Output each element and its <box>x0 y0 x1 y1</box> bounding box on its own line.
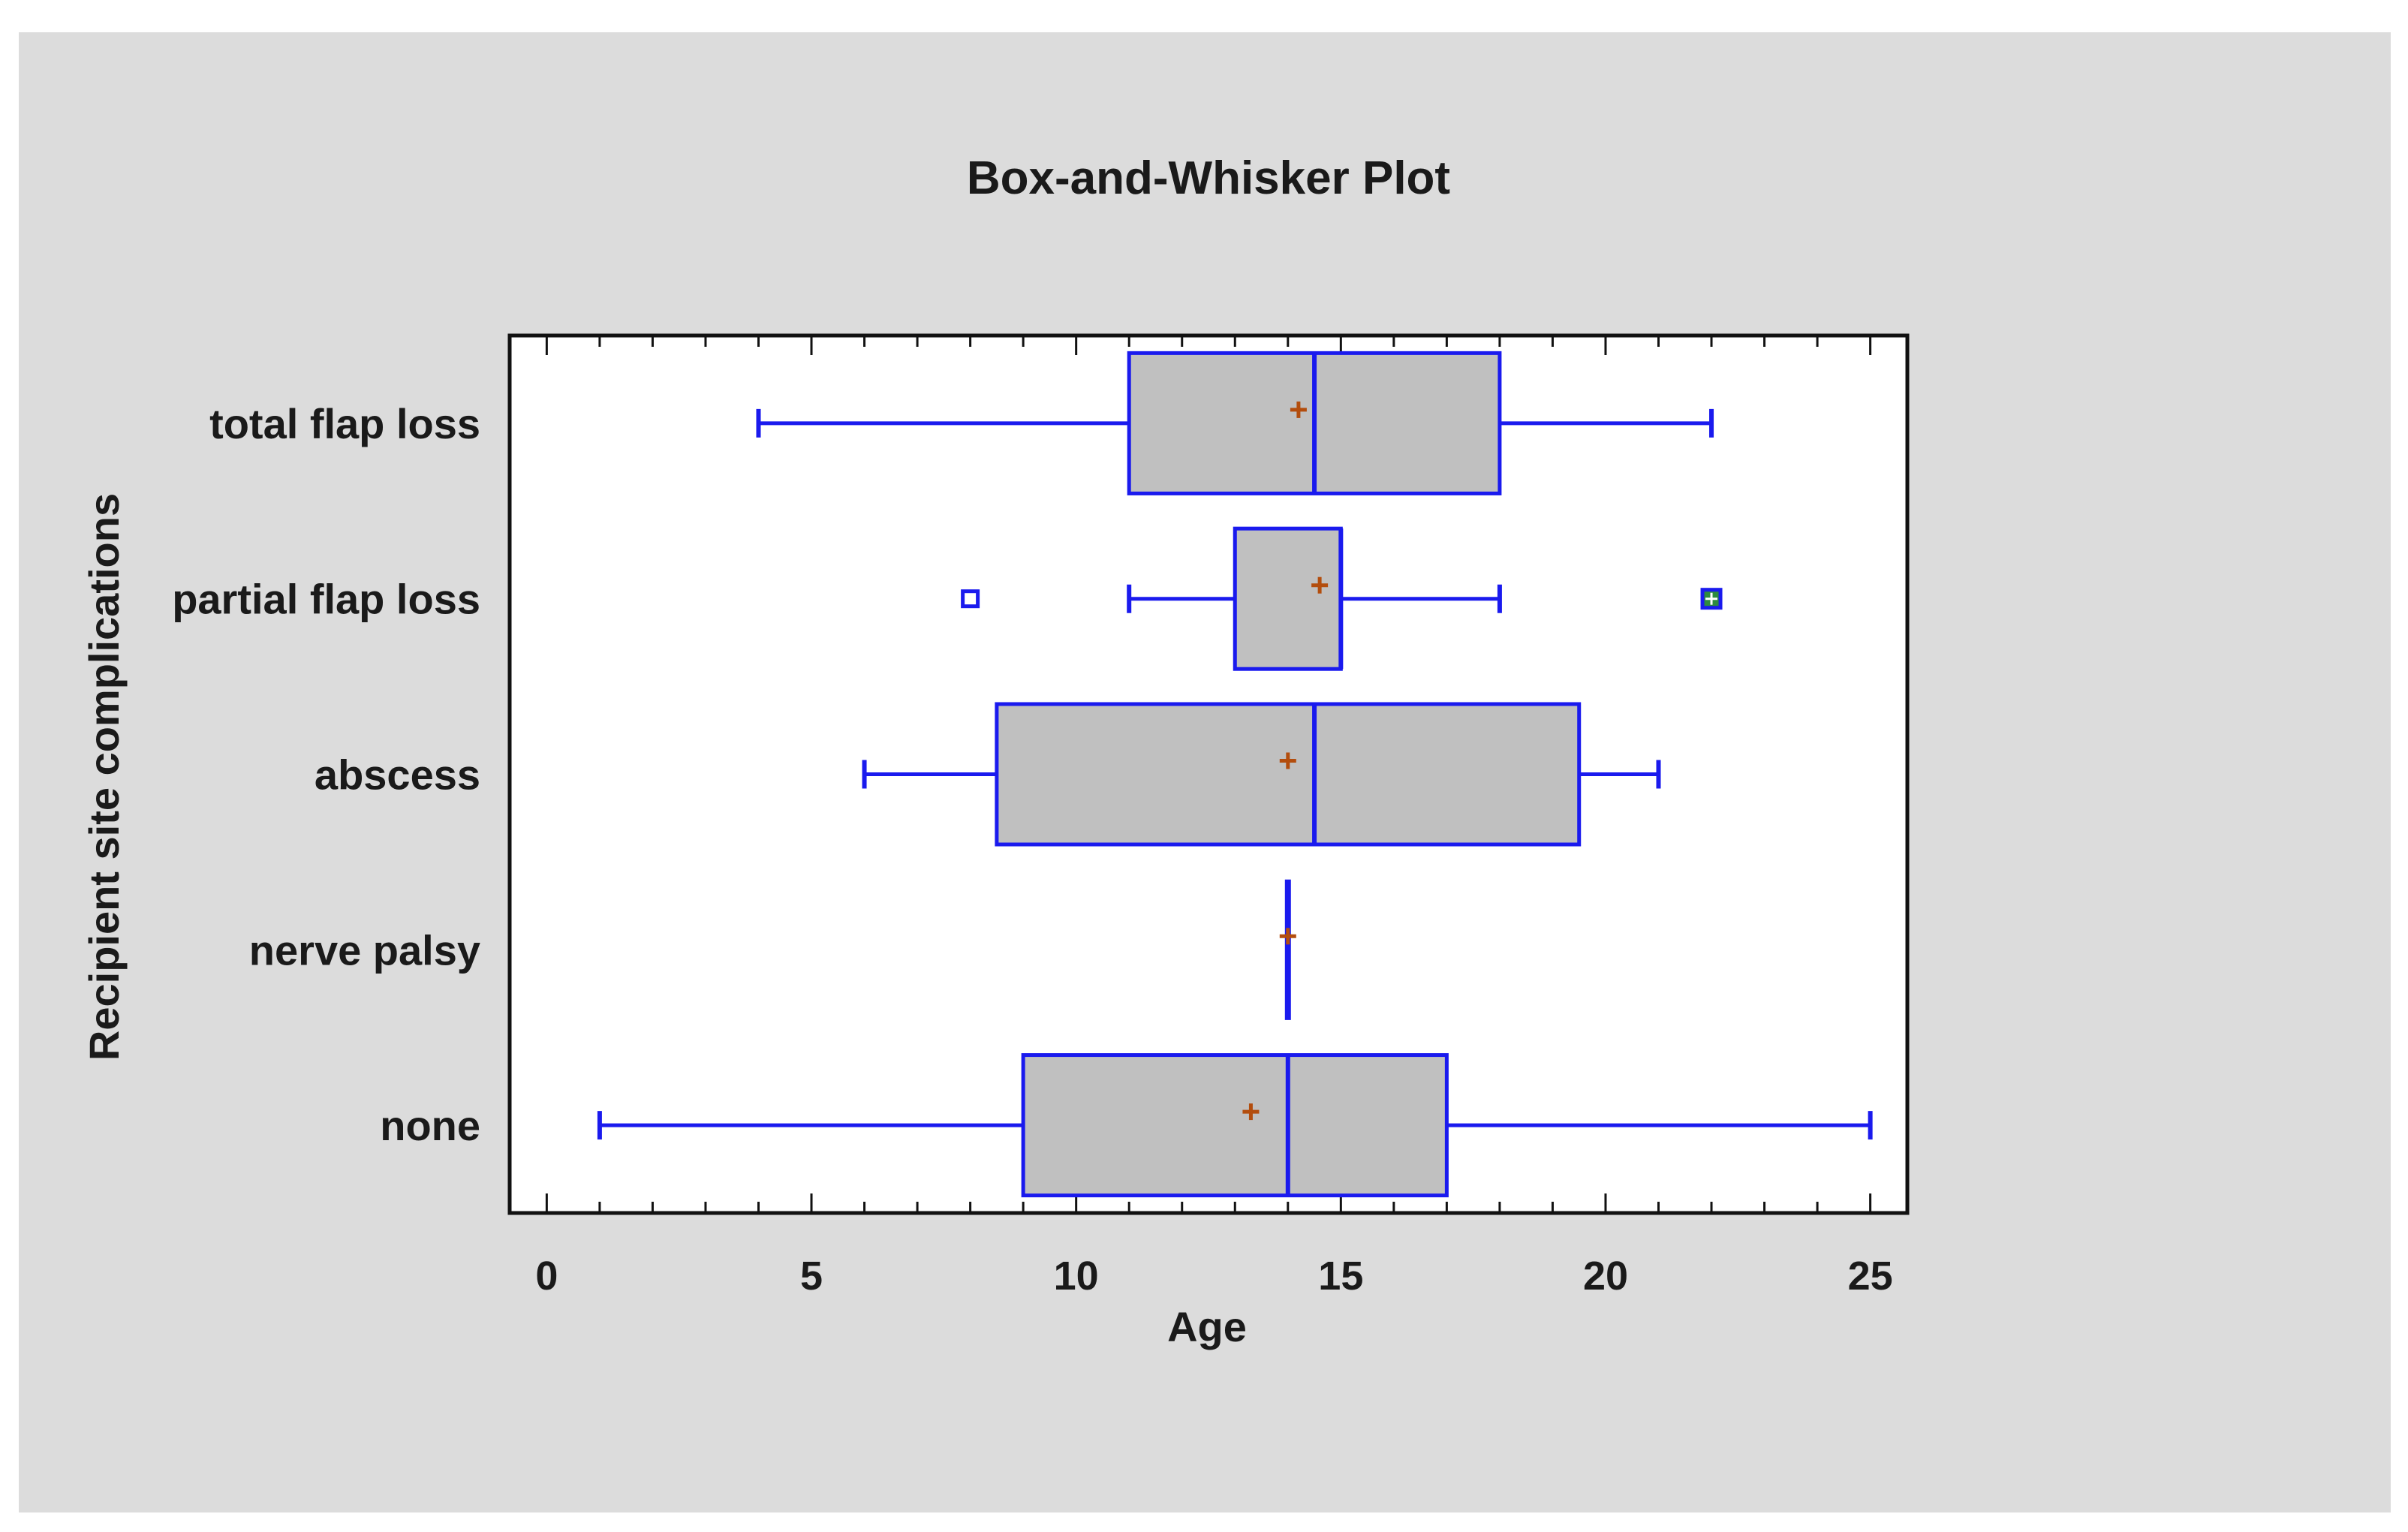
y-axis-label: Recipient site complications <box>80 493 128 1061</box>
x-tick-label: 5 <box>800 1254 823 1299</box>
chart-title: Box-and-Whisker Plot <box>967 152 1450 204</box>
outlier-point <box>961 589 980 609</box>
y-category-label: abscess <box>315 751 480 799</box>
x-tick-label: 10 <box>1054 1254 1099 1299</box>
box-group <box>862 702 1661 847</box>
box-group <box>1279 879 1296 1020</box>
box-group <box>961 526 1723 671</box>
box <box>1021 1053 1449 1198</box>
boxes <box>597 351 1873 1198</box>
y-category-label: none <box>380 1102 480 1149</box>
x-axis-tick-labels: 0 5 10 15 20 25 <box>535 1254 1892 1299</box>
x-axis-label: Age <box>1167 1303 1247 1350</box>
y-category-label: nerve palsy <box>249 926 480 974</box>
box <box>1233 526 1343 671</box>
x-axis-ticks <box>545 336 1872 1213</box>
x-tick-label: 20 <box>1583 1254 1628 1299</box>
y-category-label: total flap loss <box>209 400 480 447</box>
box-group <box>597 1053 1873 1198</box>
box-group <box>756 351 1714 495</box>
x-tick-label: 15 <box>1318 1254 1363 1299</box>
box <box>995 702 1582 847</box>
y-category-label: partial flap loss <box>172 576 480 623</box>
y-axis-category-labels: total flap loss partial flap loss abscess n… <box>172 400 480 1149</box>
x-tick-label: 25 <box>1848 1254 1893 1299</box>
x-tick-label: 0 <box>535 1254 558 1299</box>
